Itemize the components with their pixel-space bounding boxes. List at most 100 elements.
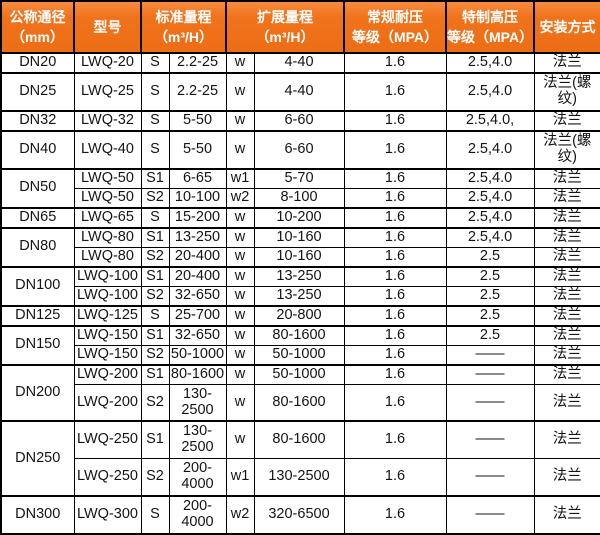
- cell-model: LWQ-20: [73, 51, 142, 74]
- cell-model: LWQ-300: [73, 495, 142, 535]
- cell-ext-code: w: [225, 72, 255, 112]
- cell-ext-range: 13-250: [253, 265, 345, 287]
- cell-regular-mpa: 1.6: [343, 344, 447, 366]
- cell-ext-range: 8-100: [253, 187, 345, 209]
- cell-model: LWQ-150: [73, 344, 142, 366]
- cell-special-mpa: 2.5,4.0: [445, 206, 535, 229]
- cell-range-code: S: [140, 72, 170, 112]
- cell-special-mpa: 2.5,4.0: [445, 129, 535, 170]
- cell-std-range: 5-50: [168, 109, 227, 132]
- cell-dn: DN32: [0, 109, 75, 132]
- cell-ext-code: w: [225, 206, 255, 229]
- cell-ext-range: 5-70: [253, 167, 345, 189]
- table-row: DN40 LWQ-40 S 5-50 w 6-60 1.6 2.5,4.0 法兰…: [0, 129, 600, 170]
- cell-range-code: S: [140, 495, 170, 535]
- cell-range-code: S1: [140, 226, 170, 248]
- cell-dn: DN100: [0, 265, 75, 307]
- cell-model: LWQ-250: [73, 420, 142, 460]
- cell-std-range: 13-250: [168, 226, 227, 248]
- cell-special-mpa: ——: [445, 420, 535, 460]
- cell-dn: DN300: [0, 495, 75, 535]
- cell-range-code: S2: [140, 246, 170, 268]
- cell-ext-range: 80-1600: [253, 420, 345, 460]
- cell-install: 法兰: [533, 420, 600, 460]
- cell-range-code: S: [140, 304, 170, 327]
- cell-install: 法兰: [533, 458, 600, 497]
- cell-ext-code: w: [225, 51, 255, 74]
- cell-std-range: 50-1000: [168, 344, 227, 366]
- cell-ext-code: w: [225, 344, 255, 366]
- header-regular-pressure: 常规耐压 等级（MPA）: [343, 0, 447, 54]
- cell-install: 法兰: [533, 344, 600, 366]
- table-row: DN65 LWQ-65 S 15-200 w 10-200 1.6 2.5,4.…: [0, 206, 600, 229]
- cell-install: 法兰: [533, 363, 600, 385]
- cell-model: LWQ-32: [73, 109, 142, 132]
- cell-model: LWQ-50: [73, 187, 142, 209]
- cell-install: 法兰(螺纹): [533, 72, 600, 112]
- cell-special-mpa: 2.5: [445, 285, 535, 307]
- table-row: DN200 LWQ-200 S1 80-1600 w 50-1000 1.6 —…: [0, 363, 600, 422]
- cell-special-mpa: 2.5: [445, 324, 535, 346]
- cell-dn: DN50: [0, 167, 75, 209]
- cell-model: LWQ-50: [73, 167, 142, 189]
- cell-ext-range: 10-160: [253, 246, 345, 268]
- cell-install: 法兰: [533, 495, 600, 535]
- cell-dn: DN250: [0, 420, 75, 497]
- cell-install: 法兰: [533, 246, 600, 268]
- cell-dn: DN40: [0, 129, 75, 170]
- cell-model: LWQ-150: [73, 324, 142, 346]
- cell-special-mpa: 2.5,4.0: [445, 226, 535, 248]
- cell-regular-mpa: 1.6: [343, 304, 447, 327]
- cell-regular-mpa: 1.6: [343, 324, 447, 346]
- cell-ext-range: 320-6500: [253, 495, 345, 535]
- cell-dn: DN65: [0, 206, 75, 229]
- cell-ext-code: w2: [225, 495, 255, 535]
- cell-ext-code: w1: [225, 458, 255, 497]
- cell-ext-range: 20-800: [253, 304, 345, 327]
- cell-ext-code: w: [225, 304, 255, 327]
- cell-range-code: S2: [140, 383, 170, 422]
- cell-model: LWQ-80: [73, 226, 142, 248]
- cell-install: 法兰: [533, 265, 600, 287]
- header-standard-range: 标准量程 （m³/H）: [140, 0, 227, 54]
- cell-dn: DN150: [0, 324, 75, 366]
- cell-ext-range: 4-40: [253, 72, 345, 112]
- cell-ext-code: w: [225, 420, 255, 460]
- header-row: 公称通径 （mm） 型号 标准量程 （m³/H） 扩展量程 （m³/H） 常规耐…: [0, 0, 600, 54]
- cell-range-code: S: [140, 109, 170, 132]
- cell-dn: DN125: [0, 304, 75, 327]
- cell-std-range: 5-50: [168, 129, 227, 170]
- table-row: DN125 LWQ-125 S 25-700 w 20-800 1.6 2.5 …: [0, 304, 600, 327]
- table-row: DN50 LWQ-50 S1 6-65 w1 5-70 1.6 2.5,4.0 …: [0, 167, 600, 209]
- cell-install: 法兰: [533, 51, 600, 74]
- cell-std-range: 2.2-25: [168, 72, 227, 112]
- cell-special-mpa: ——: [445, 344, 535, 366]
- table-row: DN25 LWQ-25 S 2.2-25 w 4-40 1.6 2.5,4.0 …: [0, 72, 600, 112]
- cell-model: LWQ-250: [73, 458, 142, 497]
- cell-ext-range: 10-200: [253, 206, 345, 229]
- cell-range-code: S1: [140, 167, 170, 189]
- cell-install: 法兰: [533, 109, 600, 132]
- cell-regular-mpa: 1.6: [343, 206, 447, 229]
- cell-regular-mpa: 1.6: [343, 187, 447, 209]
- cell-regular-mpa: 1.6: [343, 363, 447, 385]
- cell-std-range: 130-2500: [168, 420, 227, 460]
- cell-ext-code: w: [225, 383, 255, 422]
- cell-special-mpa: 2.5: [445, 265, 535, 287]
- cell-ext-code: w1: [225, 167, 255, 189]
- cell-install: 法兰: [533, 383, 600, 422]
- cell-regular-mpa: 1.6: [343, 167, 447, 189]
- cell-ext-range: 4-40: [253, 51, 345, 74]
- cell-special-mpa: ——: [445, 495, 535, 535]
- cell-std-range: 15-200: [168, 206, 227, 229]
- cell-range-code: S: [140, 51, 170, 74]
- table-row: LWQ-100 S2 32-650 w 13-250 1.6 2.5 法兰: [1, 285, 600, 307]
- cell-regular-mpa: 1.6: [343, 458, 447, 497]
- cell-model: LWQ-200: [73, 363, 142, 385]
- cell-install: 法兰: [533, 206, 600, 229]
- table-row: DN32 LWQ-32 S 5-50 w 6-60 1.6 2.5,4.0, 法…: [0, 109, 600, 132]
- cell-special-mpa: 2.5,4.0: [445, 187, 535, 209]
- table-row: LWQ-50 S2 10-100 w2 8-100 1.6 2.5,4.0 法兰: [1, 187, 600, 209]
- cell-dn: DN20: [0, 51, 75, 74]
